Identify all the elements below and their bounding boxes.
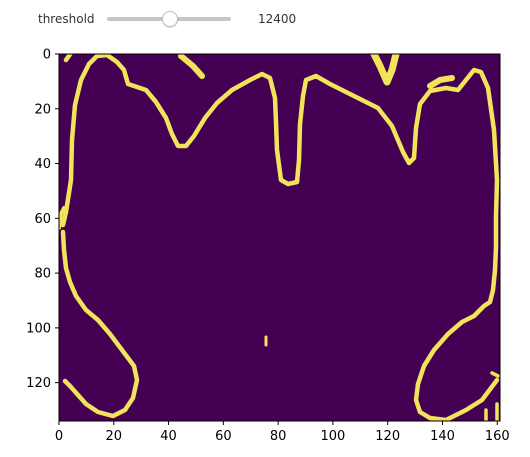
threshold-slider-thumb[interactable]	[162, 11, 178, 27]
threshold-label: threshold	[38, 12, 95, 26]
x-tick-label: 120	[375, 429, 400, 444]
y-tick-label: 20	[34, 102, 51, 117]
x-tick-label: 0	[55, 429, 63, 444]
x-tick-label: 40	[160, 429, 177, 444]
x-tick-label: 60	[215, 429, 232, 444]
axes-frame	[58, 53, 501, 422]
y-axis: 0 20 40 60 80 100 120	[26, 48, 59, 391]
x-tick-label: 140	[430, 429, 455, 444]
x-tick-label: 100	[320, 429, 345, 444]
x-tick-label: 20	[106, 429, 123, 444]
x-tick-label: 160	[485, 429, 510, 444]
threshold-widget: threshold 12400	[0, 0, 530, 40]
x-axis: 0 20 40 60 80 100 120 140 160	[55, 421, 510, 444]
y-tick-label: 120	[26, 376, 51, 391]
heatmap-axes: 0 20 40 60 80 100 120 140 160 0 20 40 60 80 100 120	[26, 48, 510, 445]
y-tick-label: 0	[43, 48, 51, 63]
threshold-heatmap: 0 20 40 60 80 100 120 140 160 0 20 40 60 80 100 120	[26, 48, 510, 445]
heatmap-background	[59, 54, 500, 421]
y-tick-label: 60	[34, 212, 51, 227]
x-tick-label: 80	[270, 429, 287, 444]
threshold-slider[interactable]	[107, 11, 231, 27]
y-tick-label: 80	[34, 267, 51, 282]
threshold-value: 12400	[258, 12, 297, 26]
y-tick-label: 40	[34, 157, 51, 172]
y-tick-label: 100	[26, 321, 51, 336]
